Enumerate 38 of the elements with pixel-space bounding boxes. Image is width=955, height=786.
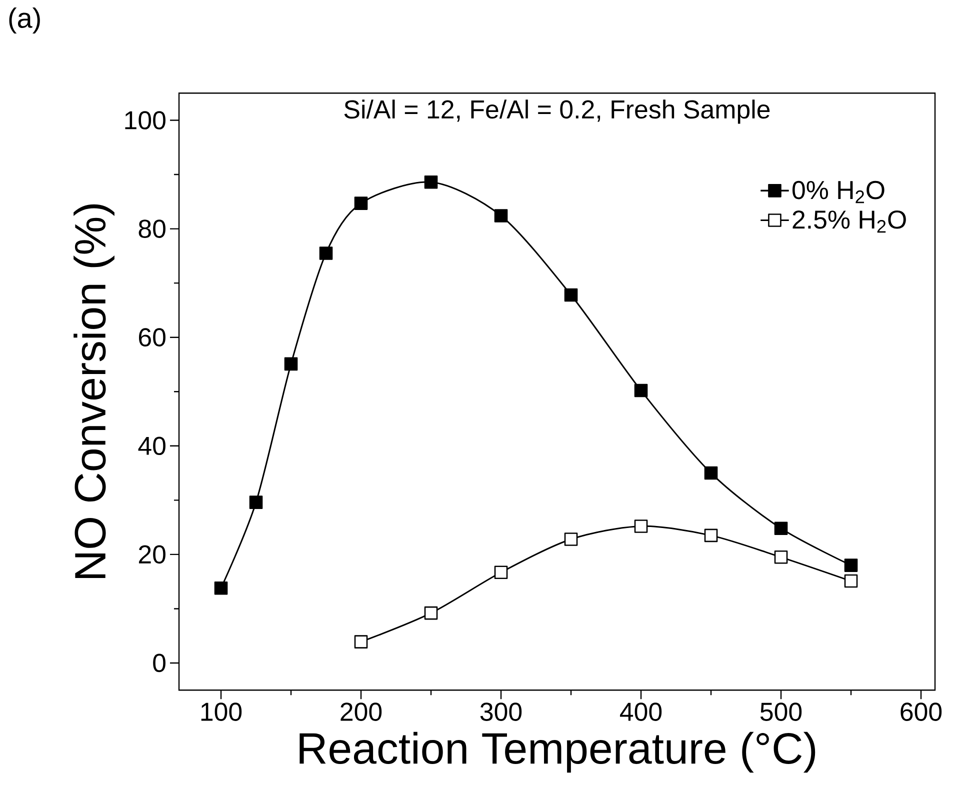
point (634, 520, 648, 533)
y-axis-title: NO Conversion (%) (74, 204, 114, 578)
legend-label: 2.5% H$_{2}$O (792, 210, 906, 233)
point (424, 606, 438, 620)
x-axis-title: Reaction Temperature (°C) (300, 732, 816, 773)
legend-label: 0% H$_{2}$O (792, 180, 884, 204)
text: (a) (9, 8, 40, 34)
y-tick-label: 100 (125, 111, 166, 130)
point (354, 196, 368, 210)
point (494, 209, 508, 222)
point (424, 175, 438, 189)
point (844, 558, 858, 572)
y-tick-label: 40 (138, 436, 166, 456)
point (284, 357, 298, 371)
x-tick-label: 500 (760, 702, 802, 721)
point (844, 574, 858, 588)
x-tick-label: 200 (340, 702, 382, 721)
point (494, 566, 508, 579)
point (564, 288, 578, 302)
point (704, 466, 718, 480)
x-tick-label: 400 (620, 702, 662, 721)
y-tick-label: 80 (138, 220, 166, 238)
chart-title: Si/Al = 12, Fe/Al = 0.2, Fresh Sample (344, 100, 770, 124)
point (704, 528, 718, 542)
x-tick-label: 100 (201, 702, 242, 721)
point (564, 532, 578, 546)
point (319, 246, 333, 260)
point (774, 522, 788, 536)
point (634, 384, 648, 398)
point (774, 550, 788, 564)
y-tick-label: 0 (153, 654, 166, 672)
y-tick-label: 60 (138, 328, 166, 347)
x-tick-label: 300 (480, 702, 522, 721)
point (249, 496, 263, 509)
y-tick-label: 20 (138, 545, 166, 564)
point (214, 581, 228, 595)
x-tick-label: 600 (900, 702, 942, 721)
point (354, 635, 368, 648)
